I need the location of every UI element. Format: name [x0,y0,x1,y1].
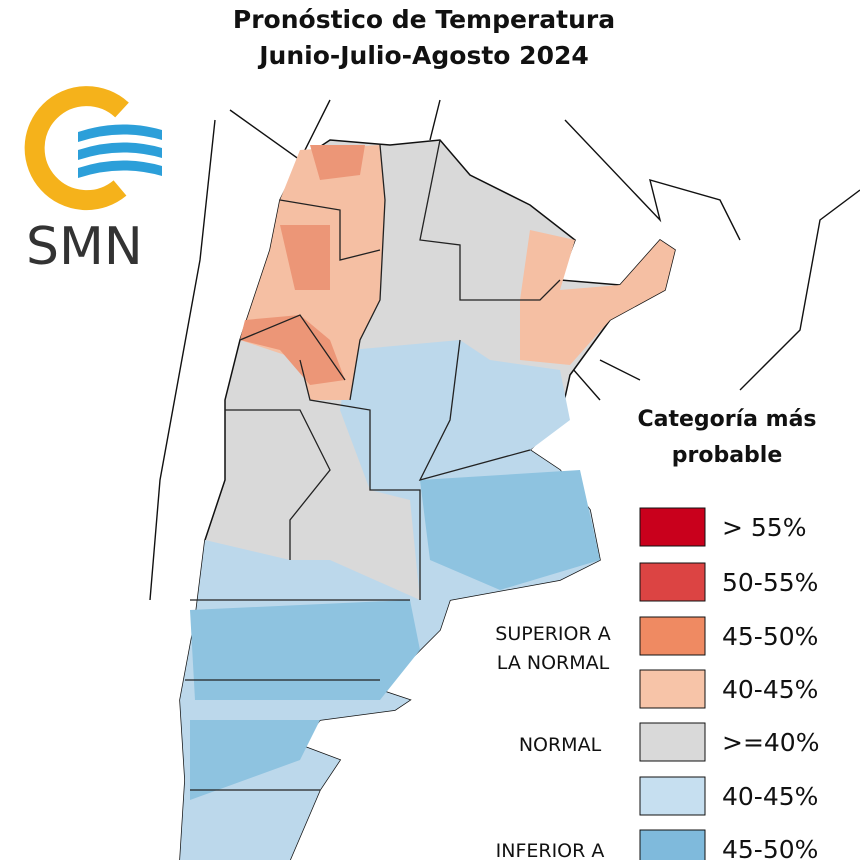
legend-swatch [639,507,706,547]
group-label: SUPERIOR A [495,623,610,645]
map [149,99,860,860]
logo-wave [78,142,162,160]
legend-title: Categoría más [637,407,816,432]
title: Pronóstico de Temperatura [233,5,615,34]
legend-swatch [639,616,706,656]
legend-label: 50-55% [722,568,818,597]
logo-text: SMN [26,217,143,277]
legend-label: > 55% [722,513,806,542]
legend-swatch [639,829,706,860]
region-above [520,230,675,365]
group-label: NORMAL [519,734,602,756]
subtitle: Junio-Julio-Agosto 2024 [257,41,589,70]
legend-label: 40-45% [722,675,818,704]
logo: SMN [24,86,162,277]
legend-label: >=40% [722,728,819,757]
logo-ring [24,86,129,211]
region-below-strong [190,470,600,800]
legend-swatch [639,562,706,602]
logo-wave [78,160,162,178]
legend-label: 45-50% [722,622,818,651]
group-label: LA NORMAL [497,652,610,674]
legend-swatch [639,722,706,762]
legend-label: 40-45% [722,782,818,811]
legend-title: probable [672,443,783,468]
group-label: INFERIOR A [496,840,605,860]
legend-swatch [639,669,706,709]
legend: Categoría más probable SUPERIOR A LA NOR… [495,407,819,860]
region-above-strong [240,145,365,385]
province-border [185,139,561,791]
logo-wave [78,124,162,142]
legend-swatch [639,776,706,816]
legend-label: 45-50% [722,835,818,860]
